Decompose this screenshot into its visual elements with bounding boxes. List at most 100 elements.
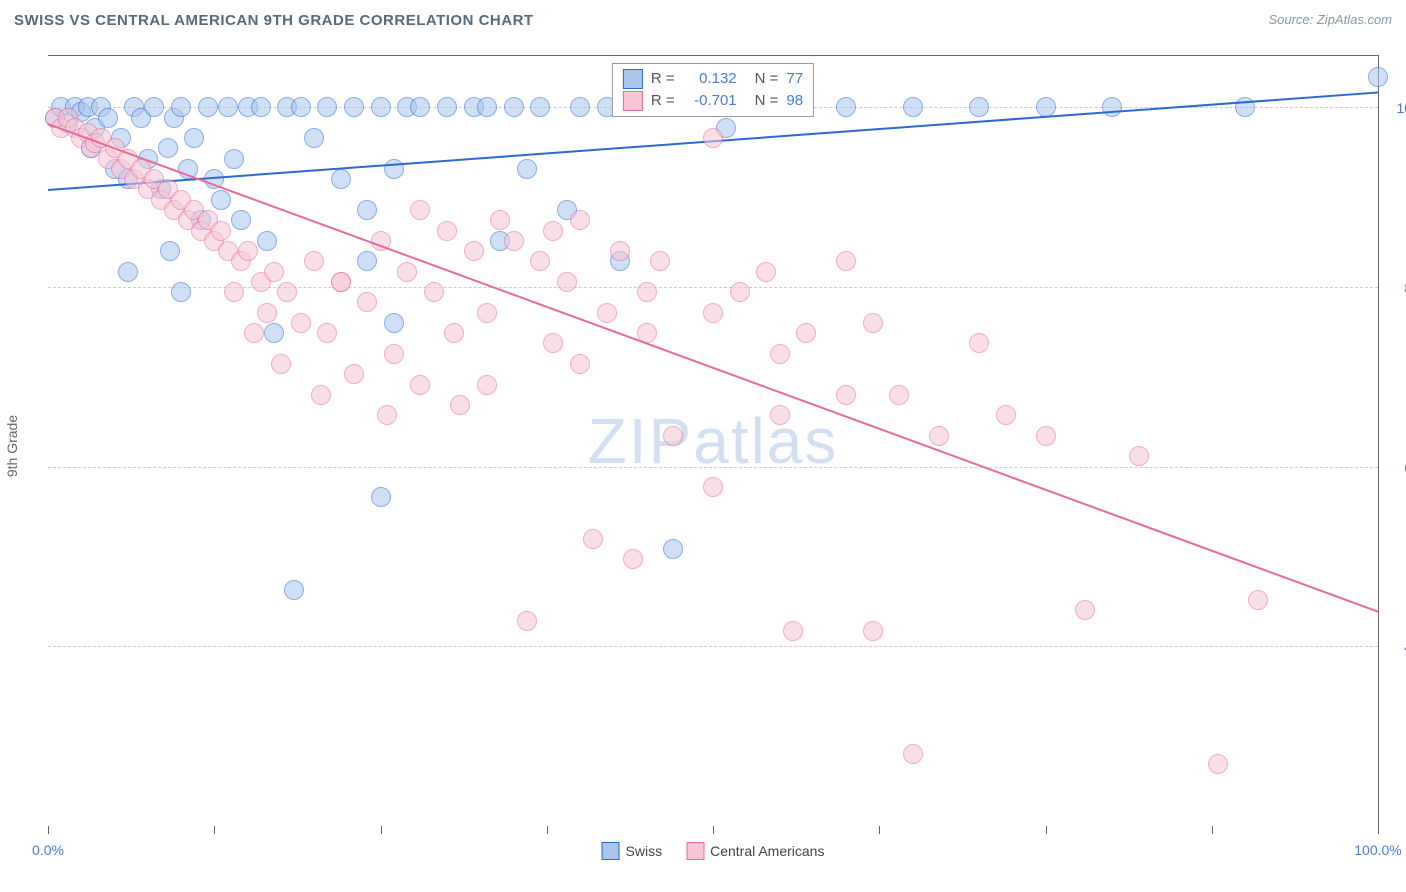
scatter-point: [570, 210, 590, 230]
scatter-point: [570, 354, 590, 374]
gridline-h: 47.5%: [48, 646, 1378, 647]
scatter-point: [623, 549, 643, 569]
scatter-point: [384, 159, 404, 179]
scatter-point: [171, 97, 191, 117]
scatter-point: [490, 210, 510, 230]
scatter-point: [331, 272, 351, 292]
legend-swatch: [602, 842, 620, 860]
scatter-point: [517, 159, 537, 179]
scatter-point: [477, 303, 497, 323]
scatter-point: [410, 97, 430, 117]
scatter-point: [663, 539, 683, 559]
scatter-point: [703, 303, 723, 323]
xtick: [547, 826, 548, 834]
source-label: Source: ZipAtlas.com: [1268, 12, 1392, 27]
scatter-point: [384, 344, 404, 364]
xtick: [713, 826, 714, 834]
scatter-point: [450, 395, 470, 415]
legend-row: R =-0.701N =98: [623, 90, 803, 112]
scatter-point: [251, 97, 271, 117]
scatter-point: [317, 323, 337, 343]
scatter-point: [397, 262, 417, 282]
scatter-point: [570, 97, 590, 117]
scatter-point: [863, 621, 883, 641]
scatter-point: [357, 200, 377, 220]
scatter-point: [504, 97, 524, 117]
bottom-legend-item: Central Americans: [686, 842, 824, 860]
scatter-point: [703, 128, 723, 148]
legend-row: R =0.132N =77: [623, 68, 803, 90]
scatter-point: [238, 241, 258, 261]
xtick: [1212, 826, 1213, 834]
plot-area: ZIPatlas 100.0%82.5%65.0%47.5%0.0%100.0%…: [48, 55, 1379, 826]
scatter-point: [650, 251, 670, 271]
scatter-point: [756, 262, 776, 282]
scatter-point: [357, 251, 377, 271]
scatter-point: [796, 323, 816, 343]
scatter-point: [384, 313, 404, 333]
xtick-label: 100.0%: [1354, 842, 1401, 858]
scatter-point: [504, 231, 524, 251]
scatter-point: [517, 611, 537, 631]
legend-swatch: [623, 69, 643, 89]
legend-n-value: 98: [786, 90, 803, 112]
scatter-point: [437, 221, 457, 241]
legend-n-label: N =: [755, 90, 779, 112]
scatter-point: [344, 97, 364, 117]
scatter-point: [969, 97, 989, 117]
scatter-point: [477, 97, 497, 117]
ytick-label: 100.0%: [1384, 100, 1406, 116]
scatter-point: [889, 385, 909, 405]
scatter-point: [371, 487, 391, 507]
scatter-point: [377, 405, 397, 425]
scatter-point: [271, 354, 291, 374]
scatter-point: [311, 385, 331, 405]
scatter-point: [284, 580, 304, 600]
scatter-point: [836, 97, 856, 117]
legend-r-label: R =: [651, 68, 675, 90]
bottom-legend: SwissCentral Americans: [602, 842, 825, 860]
scatter-point: [597, 303, 617, 323]
xtick: [48, 826, 49, 834]
scatter-point: [98, 108, 118, 128]
scatter-point: [158, 138, 178, 158]
scatter-point: [477, 375, 497, 395]
scatter-point: [836, 251, 856, 271]
scatter-point: [264, 323, 284, 343]
scatter-point: [118, 262, 138, 282]
scatter-point: [770, 344, 790, 364]
scatter-point: [703, 477, 723, 497]
scatter-point: [730, 282, 750, 302]
scatter-point: [410, 200, 430, 220]
scatter-point: [996, 405, 1016, 425]
scatter-point: [211, 221, 231, 241]
xtick: [1046, 826, 1047, 834]
scatter-point: [1208, 754, 1228, 774]
legend-r-value: 0.132: [683, 68, 737, 90]
scatter-point: [1102, 97, 1122, 117]
scatter-point: [317, 97, 337, 117]
scatter-point: [231, 210, 251, 230]
scatter-point: [184, 128, 204, 148]
scatter-point: [610, 241, 630, 261]
scatter-point: [224, 149, 244, 169]
scatter-point: [583, 529, 603, 549]
xtick: [381, 826, 382, 834]
scatter-point: [291, 97, 311, 117]
ytick-label: 65.0%: [1384, 460, 1406, 476]
scatter-point: [464, 241, 484, 261]
scatter-point: [543, 221, 563, 241]
scatter-point: [160, 241, 180, 261]
scatter-point: [218, 97, 238, 117]
scatter-point: [304, 251, 324, 271]
trend-line: [48, 123, 1379, 613]
scatter-point: [1036, 426, 1056, 446]
scatter-point: [257, 231, 277, 251]
gridline-h: 65.0%: [48, 467, 1378, 468]
scatter-point: [969, 333, 989, 353]
scatter-point: [211, 190, 231, 210]
scatter-point: [444, 323, 464, 343]
scatter-point: [304, 128, 324, 148]
scatter-point: [264, 262, 284, 282]
legend-swatch: [686, 842, 704, 860]
